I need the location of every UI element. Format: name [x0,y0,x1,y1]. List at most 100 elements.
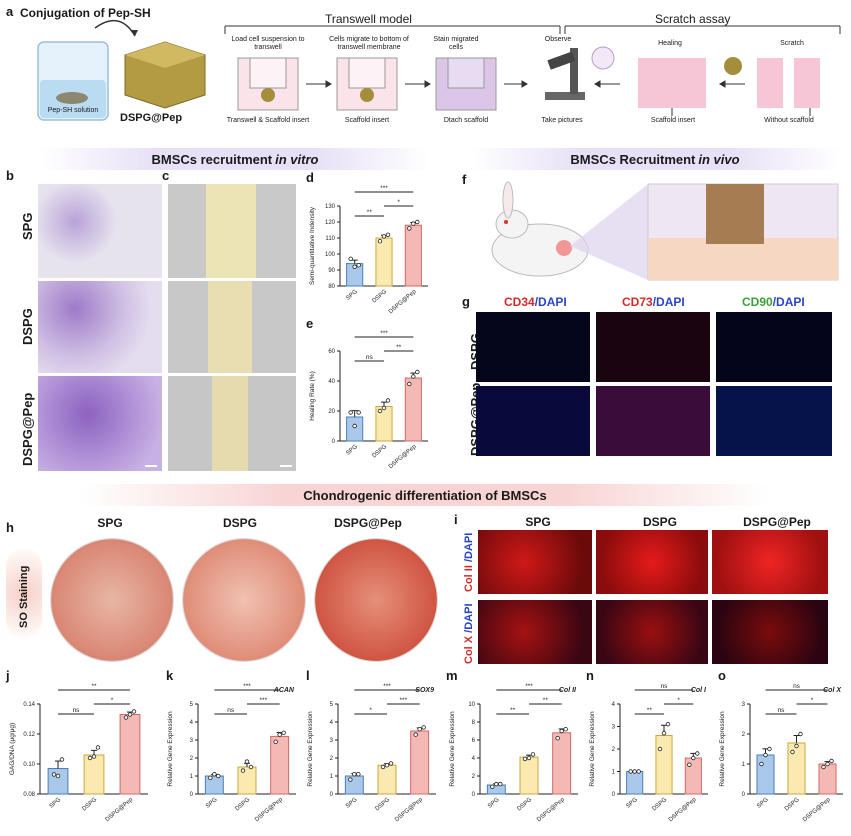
data-point [407,226,412,231]
data-point [767,746,772,752]
g-col-cd73-marker: CD73 [622,295,653,309]
x-tick-label: SPG [756,797,770,810]
data-point [352,423,357,429]
y-tick-label: 1 [190,774,194,780]
y-tick-label: 0 [190,792,194,798]
bar-dspg [787,742,806,795]
data-point [691,755,696,761]
bar-spg [346,416,364,442]
bar-dspg-pep [552,732,572,795]
if-dspg-cd90 [716,312,832,382]
pep-sh-solution-label: Pep-SH solution [47,107,99,114]
panel-b-label: b [6,168,14,183]
gene-label: ACAN [273,687,295,694]
panel-k-label: k [166,668,174,683]
bar-dspg-pep [404,377,422,442]
y-tick-label: 3 [742,702,746,708]
banner-recruitment-in-vivo: BMSCs Recruitment in vivo [470,148,840,170]
dspg-pep-product-label: DSPG@Pep [120,112,183,124]
chart-o: 0 1 2 3 Relative Gene Expression Col X SPG DSPG… [719,683,843,823]
data-point [526,755,532,761]
sig-label: ns [227,707,235,714]
g-col-cd34: CD34/DAPI [504,295,567,309]
data-point [632,769,637,774]
if-pep-cd34 [476,386,590,456]
data-point [55,773,61,779]
data-point [381,234,387,239]
scratch-label: Scratch [780,40,804,47]
y-tick-label: 60 [328,349,335,355]
x-tick-label: DSPG [371,289,388,305]
data-point [522,756,528,762]
data-point [415,369,420,375]
y-tick-label: 5 [190,702,194,708]
i-row-col2: Col II /DAPI [463,533,475,592]
panel-h-label: h [6,520,14,535]
x-tick-label: SPG [345,797,359,810]
banner-in-vitro-em: in vitro [275,151,319,167]
data-point [821,764,826,770]
y-tick-label: 100 [325,252,336,258]
if-dspg-cd73 [596,312,710,382]
chart-n: 0 1 2 3 4 Relative Gene Expression Col I SPG DSP… [589,683,708,824]
chart-j: 0.08 0.10 0.12 0.14 GAG/DNA (μg/μg) SPG DSPG DS… [9,683,148,823]
panel-a-label: a [6,4,14,19]
data-point [123,715,129,720]
data-point [490,784,495,789]
gene-label: Col X [823,687,842,694]
data-point [388,761,394,766]
gene-label: SOX9 [415,687,434,694]
y-tick-label: 3 [190,738,194,744]
y-axis-label: Healing Rate (%) [309,371,316,421]
bar-spg [47,768,69,795]
sig-label: * [677,697,680,704]
y-tick-label: 1 [742,762,746,768]
bar-dspg [377,764,397,795]
i-row-col2-dapi: /DAPI [463,532,475,566]
if-colx-spg [478,600,592,664]
y-tick-label: 3 [612,725,616,731]
x-tick-label: DSPG@Pep [668,797,698,824]
panel-e-label: e [306,316,314,331]
x-tick-label: SPG [487,797,501,810]
data-point [687,762,692,767]
data-point [352,264,357,269]
data-point [356,771,361,777]
data-point [563,727,568,732]
data-point [356,262,361,268]
scratch-assay-title: Scratch assay [655,12,731,26]
sig-label: *** [380,330,388,337]
caption-take-pictures: Take pictures [541,117,583,124]
bar-dspg-pep [119,714,141,795]
data-point [494,781,499,787]
if-colx-dspg [596,600,708,664]
x-tick-label: DSPG@Pep [394,797,424,824]
data-point [555,736,560,741]
y-tick-label: 4 [330,720,334,726]
sig-label: *** [243,683,251,690]
data-point [385,398,391,403]
data-point [661,731,667,736]
banner-in-vivo-em: in vivo [698,151,740,167]
so-staining-badge [6,548,42,638]
y-tick-label: 0 [742,792,746,798]
bar-dspg [237,766,257,795]
y-tick-label: 2 [742,732,746,738]
data-point [87,755,93,761]
data-point [51,772,57,777]
data-point [384,762,390,768]
healing-label: Healing [658,40,682,47]
bar-dspg [655,735,673,795]
bar-dspg-pep [404,224,422,287]
x-tick-label: SPG [345,444,359,457]
banner-recruitment-in-vivo-text: BMSCs Recruitment [570,151,696,167]
bar-spg [204,775,224,795]
panel-d-label: d [306,170,314,185]
y-tick-label: 0 [330,792,334,798]
sig-label: ns [73,707,81,714]
step-observe: Observe [544,36,572,43]
sig-label: ** [510,707,516,714]
y-tick-label: 1 [330,774,334,780]
chart-d: 80 90 100 110 120 130 Semi-quantitative Indens… [309,185,428,315]
data-point [498,781,503,787]
